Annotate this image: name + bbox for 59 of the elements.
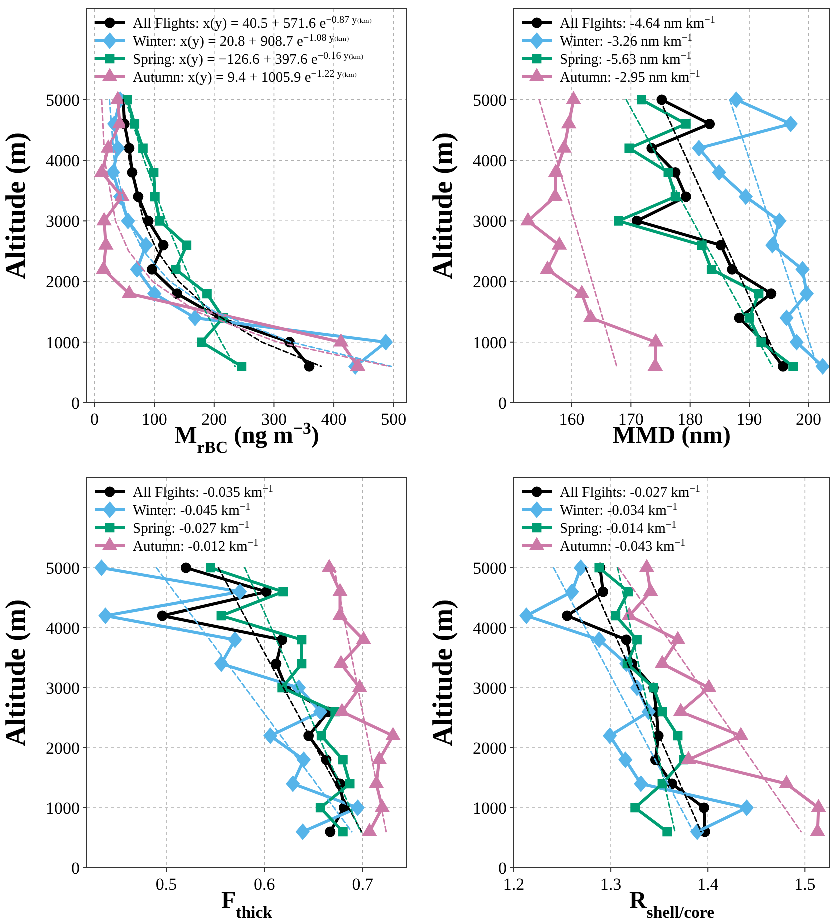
x-tick-label: 160 (559, 410, 585, 429)
y-tick-label: 0 (72, 858, 80, 878)
y-axis-title: Altitude (m) (1, 132, 32, 280)
legend-label: All Flgihts: -4.64 nm km$^{−1}$ (560, 14, 716, 32)
legend-label: Autumn: -0.012 km$^{−1}$ (133, 538, 259, 556)
y-tick-label: 2000 (473, 272, 507, 292)
x-tick-label: 0.7 (352, 875, 374, 894)
y-tick-label: 3000 (473, 212, 507, 232)
y-tick-label: 3000 (46, 212, 80, 232)
y-tick-label: 3000 (473, 678, 507, 698)
x-tick-label: 0.6 (254, 875, 276, 894)
y-tick-label: 5000 (473, 90, 507, 110)
y-tick-label: 2000 (473, 738, 507, 758)
y-tick-label: 4000 (473, 618, 507, 638)
x-tick-label: 400 (321, 410, 347, 429)
x-tick-label: 100 (142, 410, 168, 429)
legend-label: Autumn: x(y) = 9.4 + 1005.9 e$^{−1.22 y₍ₖₘ₎}$ (133, 68, 358, 86)
y-axis-title: Altitude (m) (428, 600, 459, 746)
legend-label: Winter: -0.045 km$^{−1}$ (133, 502, 251, 520)
legend-label: Autumn: -0.043 km$^{−1}$ (560, 538, 686, 556)
x-tick-label: 200 (796, 410, 822, 429)
legend-label: Winter: -3.26 nm km$^{−1}$ (560, 32, 693, 50)
x-tick-label: 0 (90, 410, 100, 429)
x-tick-label: 500 (381, 410, 407, 429)
x-tick-label: 1.3 (600, 875, 622, 894)
y-tick-label: 5000 (46, 558, 80, 578)
y-tick-label: 5000 (46, 90, 80, 110)
legend-label: All Flgihts: -0.035 km$^{−1}$ (133, 484, 274, 502)
y-tick-label: 0 (72, 394, 80, 413)
legend-label: Winter: x(y) = 20.8 + 908.7 e$^{−1.08 y₍ₖₘ₎}$ (133, 32, 350, 50)
x-tick-label: 300 (261, 410, 287, 429)
y-tick-label: 4000 (46, 151, 80, 170)
legend-label: Spring: -0.027 km$^{−1}$ (133, 520, 250, 538)
y-tick-label: 5000 (473, 558, 507, 578)
y-tick-label: 2000 (46, 738, 80, 758)
legend-label: Autumn: -2.95 nm km$^{−1}$ (560, 68, 700, 86)
y-axis-title: Altitude (m) (428, 132, 459, 280)
y-tick-label: 0 (498, 858, 507, 878)
y-tick-label: 4000 (473, 151, 507, 170)
y-tick-label: 1000 (473, 333, 507, 352)
y-tick-label: 1000 (473, 798, 507, 818)
x-tick-label: 1.2 (503, 875, 525, 894)
x-tick-label: 190 (736, 410, 762, 429)
y-tick-label: 0 (498, 394, 507, 413)
x-tick-label: 1.4 (697, 875, 720, 894)
x-tick-label: 0.5 (156, 875, 178, 894)
legend-label: Spring: -0.014 km$^{−1}$ (560, 520, 677, 538)
legend-label: All Flgihts: -0.027 km$^{−1}$ (560, 484, 700, 502)
x-tick-label: 1.5 (794, 875, 816, 894)
y-tick-label: 3000 (46, 678, 80, 698)
y-tick-label: 4000 (46, 618, 80, 638)
y-tick-label: 1000 (46, 333, 80, 352)
y-axis-title: Altitude (m) (1, 600, 32, 746)
legend-label: Winter: -0.034 km$^{−1}$ (560, 502, 678, 520)
legend-label: All Flights: x(y) = 40.5 + 571.6 e$^{−0.87 y₍ₖₘ₎}$ (133, 14, 372, 32)
legend-label: Spring: x(y) = −126.6 + 397.6 e$^{−0.16 y₍ₖₘ₎}$ (133, 50, 364, 68)
y-tick-label: 2000 (46, 272, 80, 292)
legend-label: Spring: -5.63 nm km$^{−1}$ (560, 50, 692, 68)
y-tick-label: 1000 (46, 798, 80, 818)
